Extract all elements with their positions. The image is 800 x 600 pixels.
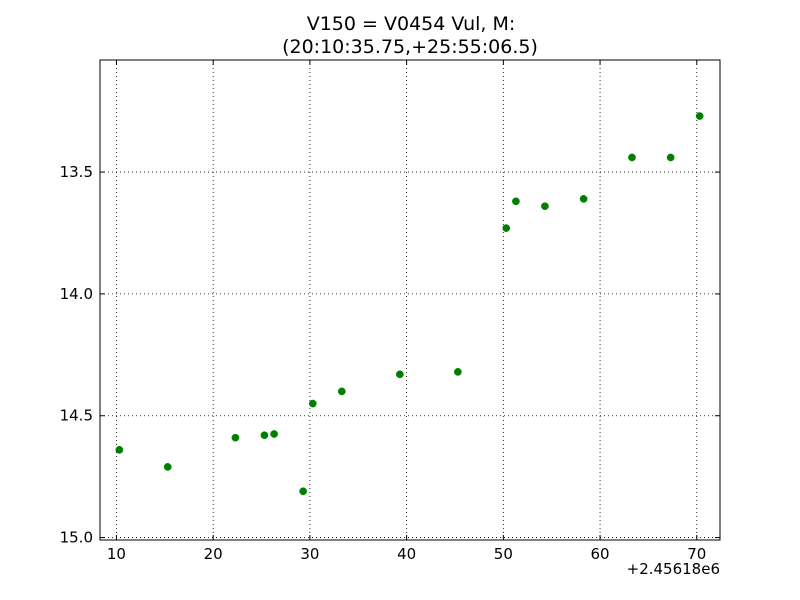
plot-frame [99,59,721,541]
data-point [260,431,269,440]
y-tick-label: 14.5 [60,407,93,425]
data-point [666,153,675,162]
y-tick-label: 14.0 [60,285,93,303]
y-tick-label: 13.5 [60,163,93,181]
data-point [512,197,520,206]
data-point [308,399,317,408]
data-point [502,224,511,232]
data-point [270,430,278,438]
x-tick-label: 50 [494,545,513,563]
axis-ticks: 10 20 30 40 50 60 70 13.5 14.0 14.5 15.0 [60,60,720,563]
data-points [115,112,704,496]
x-tick-label: 20 [204,545,223,563]
x-tick-label: 10 [107,545,126,563]
data-point [454,368,462,376]
data-point [628,153,636,162]
grid-lines [100,60,720,540]
x-tick-label: 30 [300,545,319,563]
data-point [337,387,346,396]
x-tick-label: 70 [687,545,706,563]
chart-title-line2: (20:10:35.75,+25:55:06.5) [282,36,538,58]
data-point [231,433,240,442]
data-point [579,195,588,203]
data-point [299,487,307,496]
data-point [395,370,404,379]
data-point [541,202,549,211]
chart-title-line1: V150 = V0454 Vul, M: [307,13,516,35]
x-tick-label: 40 [397,545,416,563]
data-point [115,445,124,454]
y-tick-label: 15.0 [60,529,93,547]
data-point [163,463,172,471]
x-offset-label: +2.45618e6 [627,560,720,578]
data-point [695,112,704,120]
x-tick-label: 60 [591,545,610,563]
